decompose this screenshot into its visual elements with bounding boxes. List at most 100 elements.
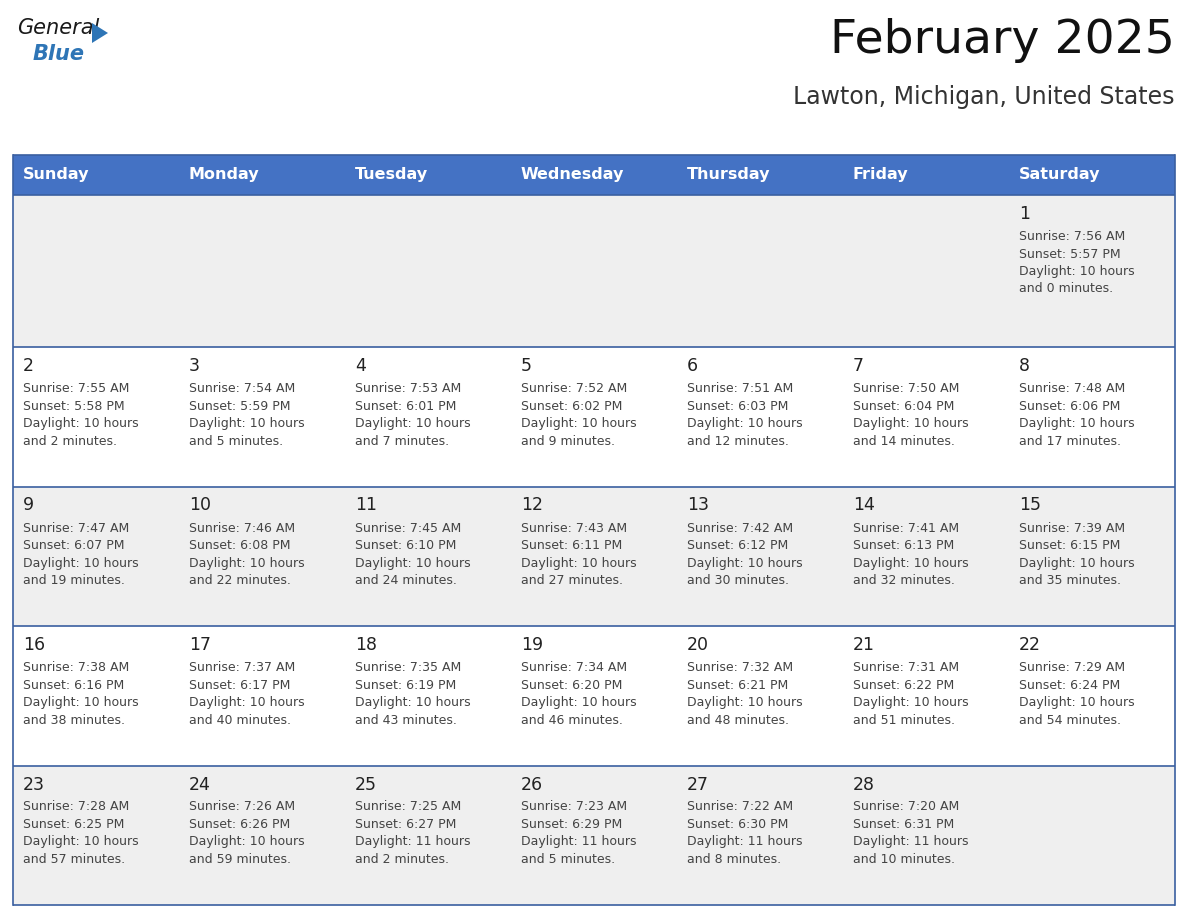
Text: Sunrise: 7:43 AM: Sunrise: 7:43 AM xyxy=(522,521,627,534)
Text: Sunset: 6:17 PM: Sunset: 6:17 PM xyxy=(189,678,290,691)
Text: and 22 minutes.: and 22 minutes. xyxy=(189,574,291,587)
Text: and 8 minutes.: and 8 minutes. xyxy=(687,853,782,866)
Bar xyxy=(1009,347,1175,487)
Text: 12: 12 xyxy=(522,497,543,514)
Text: Sunrise: 7:39 AM: Sunrise: 7:39 AM xyxy=(1019,521,1125,534)
Text: Daylight: 10 hours: Daylight: 10 hours xyxy=(189,835,304,848)
Text: Daylight: 10 hours: Daylight: 10 hours xyxy=(23,835,139,848)
Text: Daylight: 10 hours: Daylight: 10 hours xyxy=(1019,556,1135,569)
Text: Sunrise: 7:41 AM: Sunrise: 7:41 AM xyxy=(853,521,959,534)
Text: Daylight: 10 hours: Daylight: 10 hours xyxy=(522,556,637,569)
Text: 4: 4 xyxy=(355,357,366,375)
Text: Sunrise: 7:55 AM: Sunrise: 7:55 AM xyxy=(23,382,129,395)
Text: 15: 15 xyxy=(1019,497,1041,514)
Text: Tuesday: Tuesday xyxy=(355,167,428,183)
Text: Sunday: Sunday xyxy=(23,167,89,183)
Text: and 14 minutes.: and 14 minutes. xyxy=(853,434,955,447)
Text: Daylight: 10 hours: Daylight: 10 hours xyxy=(687,696,803,709)
Text: Thursday: Thursday xyxy=(687,167,771,183)
Text: and 35 minutes.: and 35 minutes. xyxy=(1019,574,1121,587)
Text: and 24 minutes.: and 24 minutes. xyxy=(355,574,457,587)
Text: 8: 8 xyxy=(1019,357,1030,375)
Text: Sunset: 6:02 PM: Sunset: 6:02 PM xyxy=(522,399,623,412)
Text: Sunset: 6:13 PM: Sunset: 6:13 PM xyxy=(853,539,954,552)
Text: 22: 22 xyxy=(1019,636,1041,654)
Bar xyxy=(843,487,1009,626)
Text: 2: 2 xyxy=(23,357,34,375)
Text: and 5 minutes.: and 5 minutes. xyxy=(189,434,283,447)
Text: Blue: Blue xyxy=(33,44,86,64)
Bar xyxy=(13,347,179,487)
Text: Daylight: 10 hours: Daylight: 10 hours xyxy=(23,417,139,430)
Text: Sunset: 6:10 PM: Sunset: 6:10 PM xyxy=(355,539,456,552)
Text: and 19 minutes.: and 19 minutes. xyxy=(23,574,125,587)
Text: Daylight: 10 hours: Daylight: 10 hours xyxy=(853,696,968,709)
Text: Sunrise: 7:26 AM: Sunrise: 7:26 AM xyxy=(189,800,295,813)
Text: Daylight: 10 hours: Daylight: 10 hours xyxy=(23,696,139,709)
Text: Daylight: 10 hours: Daylight: 10 hours xyxy=(522,417,637,430)
Text: Sunrise: 7:34 AM: Sunrise: 7:34 AM xyxy=(522,661,627,674)
Text: Sunset: 6:22 PM: Sunset: 6:22 PM xyxy=(853,678,954,691)
Text: Sunset: 6:29 PM: Sunset: 6:29 PM xyxy=(522,818,623,831)
Text: Sunrise: 7:50 AM: Sunrise: 7:50 AM xyxy=(853,382,960,395)
Bar xyxy=(345,487,511,626)
Text: and 27 minutes.: and 27 minutes. xyxy=(522,574,623,587)
Text: Sunrise: 7:38 AM: Sunrise: 7:38 AM xyxy=(23,661,129,674)
Text: February 2025: February 2025 xyxy=(830,18,1175,63)
Text: Sunset: 6:21 PM: Sunset: 6:21 PM xyxy=(687,678,789,691)
Bar xyxy=(13,626,179,766)
Text: Daylight: 10 hours: Daylight: 10 hours xyxy=(1019,696,1135,709)
Bar xyxy=(843,347,1009,487)
Text: Sunset: 6:30 PM: Sunset: 6:30 PM xyxy=(687,818,789,831)
Bar xyxy=(677,195,843,347)
Text: 1: 1 xyxy=(1019,205,1030,223)
Bar xyxy=(1009,195,1175,347)
Text: 9: 9 xyxy=(23,497,34,514)
Text: 19: 19 xyxy=(522,636,543,654)
Text: Sunrise: 7:37 AM: Sunrise: 7:37 AM xyxy=(189,661,296,674)
Text: and 10 minutes.: and 10 minutes. xyxy=(853,853,955,866)
Text: Sunrise: 7:31 AM: Sunrise: 7:31 AM xyxy=(853,661,959,674)
Text: and 46 minutes.: and 46 minutes. xyxy=(522,713,623,726)
Bar xyxy=(843,195,1009,347)
Text: Sunset: 6:12 PM: Sunset: 6:12 PM xyxy=(687,539,789,552)
Text: and 54 minutes.: and 54 minutes. xyxy=(1019,713,1121,726)
Bar xyxy=(843,626,1009,766)
Text: Lawton, Michigan, United States: Lawton, Michigan, United States xyxy=(794,85,1175,109)
Text: Sunset: 6:16 PM: Sunset: 6:16 PM xyxy=(23,678,125,691)
Bar xyxy=(345,155,511,195)
Bar xyxy=(179,766,345,905)
Text: 21: 21 xyxy=(853,636,876,654)
Text: 20: 20 xyxy=(687,636,709,654)
Text: Sunrise: 7:45 AM: Sunrise: 7:45 AM xyxy=(355,521,461,534)
Text: Daylight: 10 hours: Daylight: 10 hours xyxy=(853,556,968,569)
Bar xyxy=(677,626,843,766)
Text: Sunset: 6:11 PM: Sunset: 6:11 PM xyxy=(522,539,623,552)
Text: Sunset: 6:04 PM: Sunset: 6:04 PM xyxy=(853,399,954,412)
Text: Daylight: 10 hours: Daylight: 10 hours xyxy=(1019,265,1135,278)
Text: and 40 minutes.: and 40 minutes. xyxy=(189,713,291,726)
Text: and 38 minutes.: and 38 minutes. xyxy=(23,713,125,726)
Bar xyxy=(511,626,677,766)
Text: Sunrise: 7:22 AM: Sunrise: 7:22 AM xyxy=(687,800,794,813)
Bar xyxy=(843,766,1009,905)
Text: Sunset: 6:07 PM: Sunset: 6:07 PM xyxy=(23,539,125,552)
Text: and 5 minutes.: and 5 minutes. xyxy=(522,853,615,866)
Text: and 30 minutes.: and 30 minutes. xyxy=(687,574,789,587)
Text: and 32 minutes.: and 32 minutes. xyxy=(853,574,955,587)
Text: Sunset: 6:31 PM: Sunset: 6:31 PM xyxy=(853,818,954,831)
Text: Daylight: 11 hours: Daylight: 11 hours xyxy=(355,835,470,848)
Text: 28: 28 xyxy=(853,776,876,793)
Text: Sunset: 6:24 PM: Sunset: 6:24 PM xyxy=(1019,678,1120,691)
Text: Monday: Monday xyxy=(189,167,260,183)
Text: Sunrise: 7:28 AM: Sunrise: 7:28 AM xyxy=(23,800,129,813)
Text: 25: 25 xyxy=(355,776,377,793)
Bar xyxy=(511,155,677,195)
Bar xyxy=(345,626,511,766)
Text: Daylight: 11 hours: Daylight: 11 hours xyxy=(687,835,803,848)
Text: Daylight: 10 hours: Daylight: 10 hours xyxy=(853,417,968,430)
Bar xyxy=(511,487,677,626)
Text: Sunrise: 7:32 AM: Sunrise: 7:32 AM xyxy=(687,661,794,674)
Text: and 48 minutes.: and 48 minutes. xyxy=(687,713,789,726)
Text: Daylight: 11 hours: Daylight: 11 hours xyxy=(853,835,968,848)
